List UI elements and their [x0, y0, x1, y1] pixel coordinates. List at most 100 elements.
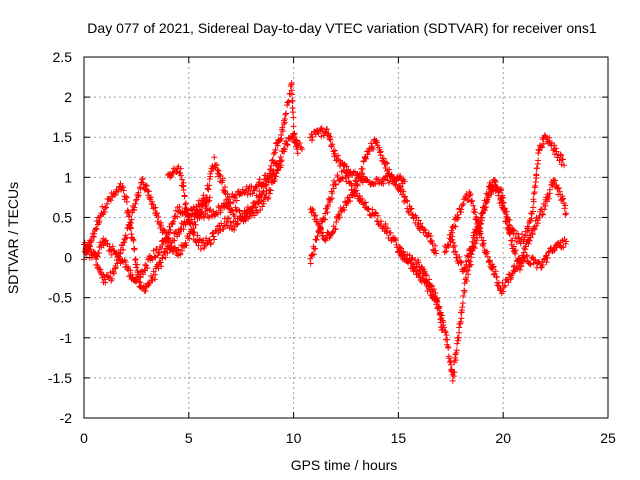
- x-tick-label: 0: [80, 430, 88, 446]
- data-point: [291, 133, 298, 140]
- data-point: [431, 297, 438, 304]
- data-point: [514, 265, 521, 272]
- data-point: [470, 202, 477, 209]
- data-point: [499, 279, 506, 286]
- data-point: [456, 254, 463, 261]
- y-tick-label: -1: [60, 330, 73, 346]
- data-point: [472, 240, 479, 247]
- data-point: [542, 133, 549, 140]
- data-point: [279, 128, 286, 135]
- data-point: [542, 202, 549, 209]
- data-point: [326, 199, 333, 206]
- data-point: [152, 204, 159, 211]
- data-point: [234, 221, 241, 228]
- series-track-g: [307, 136, 440, 257]
- data-point: [209, 165, 216, 172]
- data-point: [115, 187, 122, 194]
- data-point: [244, 204, 251, 211]
- data-point: [215, 167, 222, 174]
- data-point: [560, 244, 567, 251]
- data-point: [443, 248, 450, 255]
- data-point: [321, 236, 328, 243]
- data-point: [488, 189, 495, 196]
- data-point: [442, 329, 449, 336]
- data-point: [155, 214, 162, 221]
- data-point: [160, 228, 167, 235]
- data-point: [96, 249, 103, 256]
- data-point: [104, 240, 111, 247]
- data-point: [91, 249, 98, 256]
- data-point: [551, 142, 558, 149]
- data-point: [197, 200, 204, 207]
- data-point: [377, 152, 384, 159]
- data-point: [459, 304, 466, 311]
- data-point: [274, 142, 281, 149]
- data-point: [331, 147, 338, 154]
- data-point: [445, 343, 452, 350]
- data-point: [309, 205, 316, 212]
- data-point: [257, 207, 264, 214]
- data-point: [377, 149, 384, 156]
- data-point: [452, 248, 459, 255]
- data-point: [104, 200, 111, 207]
- data-point: [192, 238, 199, 245]
- data-point: [449, 377, 456, 384]
- data-point: [468, 251, 475, 258]
- data-point: [455, 214, 462, 221]
- data-point: [562, 211, 569, 218]
- data-point: [506, 271, 513, 278]
- data-point: [369, 206, 376, 213]
- data-point: [325, 133, 332, 140]
- data-point: [315, 220, 322, 227]
- data-point: [449, 229, 456, 236]
- data-point: [170, 218, 177, 225]
- data-point: [176, 203, 183, 210]
- data-point: [392, 237, 399, 244]
- data-point: [451, 369, 458, 376]
- data-point: [141, 287, 148, 294]
- data-point: [492, 179, 499, 186]
- data-point: [182, 221, 189, 228]
- data-point: [214, 167, 221, 174]
- data-point: [498, 185, 505, 192]
- data-point: [403, 197, 410, 204]
- data-point: [343, 169, 350, 176]
- data-point: [205, 214, 212, 221]
- data-point: [196, 215, 203, 222]
- data-point: [538, 144, 545, 151]
- data-point: [479, 210, 486, 217]
- data-point: [284, 99, 291, 106]
- data-point: [119, 184, 126, 191]
- data-point: [215, 227, 222, 234]
- data-point: [471, 206, 478, 213]
- data-point: [461, 288, 468, 295]
- data-point: [460, 292, 467, 299]
- data-point: [499, 192, 506, 199]
- data-point: [432, 247, 439, 254]
- data-point: [91, 230, 98, 237]
- data-point: [383, 159, 390, 166]
- data-point: [227, 219, 234, 226]
- data-point: [289, 109, 296, 116]
- data-point: [563, 210, 570, 217]
- data-point: [272, 173, 279, 180]
- data-point: [183, 207, 190, 214]
- data-point: [407, 206, 414, 213]
- data-point: [442, 328, 449, 335]
- data-point: [165, 234, 172, 241]
- data-point: [333, 219, 340, 226]
- data-point: [513, 264, 520, 271]
- data-point: [81, 239, 88, 246]
- data-point: [150, 268, 157, 275]
- data-point: [453, 350, 460, 357]
- data-point: [253, 183, 260, 190]
- data-point: [152, 271, 159, 278]
- data-point: [155, 249, 162, 256]
- data-point: [552, 145, 559, 152]
- data-point: [505, 279, 512, 286]
- data-point: [88, 237, 95, 244]
- data-point: [325, 202, 332, 209]
- data-point: [533, 172, 540, 179]
- data-point: [154, 218, 161, 225]
